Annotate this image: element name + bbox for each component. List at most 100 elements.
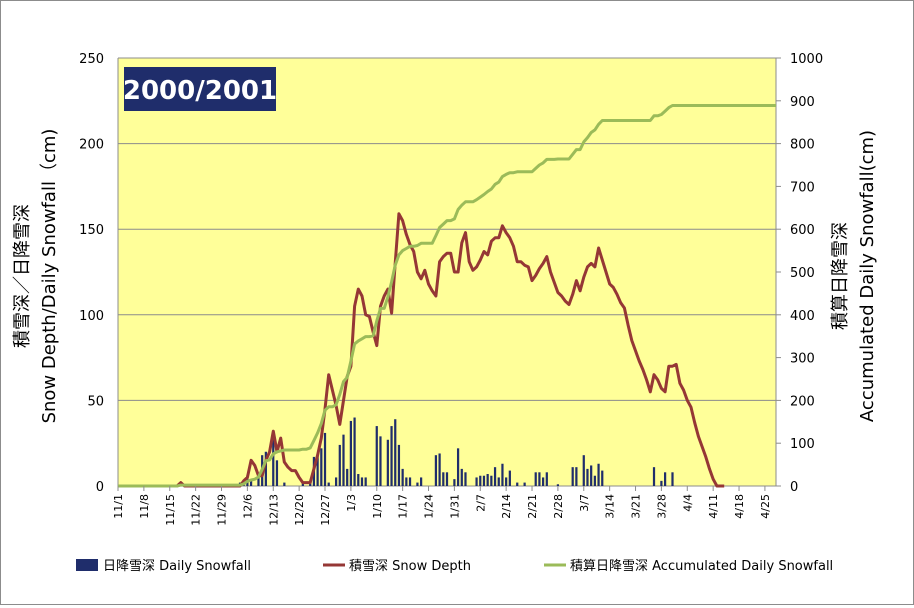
snowfall-bar	[320, 448, 323, 486]
x-tick-label: 11/8	[138, 494, 151, 519]
snowfall-bar	[538, 472, 541, 486]
snowfall-bar	[442, 472, 445, 486]
snowfall-bar	[364, 477, 367, 486]
snowfall-bar	[486, 474, 489, 486]
x-tick-label: 12/6	[241, 494, 254, 519]
snowfall-bar	[401, 468, 404, 486]
x-tick-label: 3/7	[578, 494, 591, 512]
snowfall-bar	[505, 477, 508, 486]
snowfall-bar	[575, 467, 578, 486]
snowfall-bar	[601, 470, 604, 486]
snowfall-bar	[301, 482, 304, 486]
x-tick-label: 3/28	[655, 494, 668, 519]
snowfall-bar	[379, 436, 382, 486]
snowfall-bar	[338, 444, 341, 486]
snowfall-bar	[353, 417, 356, 486]
right-tick-label: 100	[790, 437, 815, 452]
x-tick-label: 11/15	[164, 494, 177, 526]
snowfall-bar	[534, 472, 537, 486]
left-axis-ticks: 0 50 100 150 200 250	[79, 52, 104, 495]
snowfall-bar	[456, 448, 460, 486]
legend-label-daily-snowfall: 日降雪深 Daily Snowfall	[103, 559, 251, 574]
right-tick-label: 500	[790, 266, 815, 281]
snowfall-bar	[542, 477, 545, 486]
left-tick-label: 250	[79, 52, 104, 67]
snowfall-bar	[327, 482, 330, 486]
left-tick-label: 200	[79, 138, 104, 153]
right-tick-label: 300	[790, 352, 815, 367]
title-box	[124, 67, 276, 111]
snowfall-bar	[316, 455, 319, 486]
snowfall-bar	[571, 467, 574, 486]
x-tick-label: 1/24	[423, 494, 436, 519]
accumulated-snowfall-line	[118, 104, 776, 488]
snowfall-bar	[342, 434, 345, 486]
snowfall-bar	[408, 477, 412, 486]
x-tick-label: 2/14	[500, 494, 513, 519]
plot-area	[118, 58, 776, 486]
snowfall-bar	[501, 463, 504, 486]
snowfall-bar	[556, 484, 560, 486]
snowfall-bar	[357, 474, 360, 486]
snowfall-bar	[523, 482, 526, 486]
snowfall-bar	[597, 463, 600, 486]
snowfall-bar	[660, 480, 663, 486]
snowfall-bar	[460, 468, 463, 486]
snowfall-bar	[508, 470, 511, 486]
snowfall-bar	[346, 468, 349, 486]
snowfall-bar	[360, 477, 364, 486]
snowfall-bar	[593, 475, 596, 486]
snowfall-bar	[397, 444, 401, 486]
legend-swatch-daily-snowfall	[76, 559, 98, 571]
left-axis-label-line1: 積雪深／日降雪深	[12, 204, 33, 348]
x-tick-label: 12/27	[319, 494, 332, 526]
snowfall-bar	[349, 420, 352, 486]
snowfall-bar	[497, 477, 500, 486]
snowfall-bar	[386, 439, 389, 486]
snowfall-bar	[420, 477, 423, 486]
x-tick-label: 1/31	[448, 494, 461, 519]
x-axis-ticks: 11/1 11/8 11/15 11/22 11/29 12/6 12/13 12/20 12/…	[112, 486, 772, 526]
snowfall-bar	[283, 482, 286, 486]
x-tick-label: 2/7	[474, 494, 487, 512]
right-tick-label: 200	[790, 394, 815, 409]
right-tick-label: 700	[790, 180, 815, 195]
snow-depth-line	[118, 212, 725, 488]
x-tick-label: 1/3	[345, 494, 358, 512]
snowfall-bar	[475, 477, 478, 486]
snowfall-bar	[334, 477, 338, 486]
snowfall-bar	[490, 475, 493, 486]
right-tick-label: 600	[790, 223, 815, 238]
legend: 日降雪深 Daily Snowfall 積雪深 Snow Depth 積算日降雪…	[76, 559, 833, 574]
snowfall-bar	[416, 482, 419, 486]
x-tick-label: 4/11	[707, 494, 720, 519]
right-tick-label: 900	[790, 95, 815, 110]
snowfall-bar	[323, 432, 327, 486]
gridlines	[117, 57, 777, 487]
snowfall-bar	[272, 434, 275, 486]
left-tick-label: 100	[79, 309, 104, 324]
right-tick-label: 1000	[790, 52, 823, 67]
snowfall-bar	[394, 419, 397, 486]
left-tick-label: 50	[87, 394, 104, 409]
right-axis-label-line1: 積算日降雪深	[830, 222, 851, 330]
series-lines	[118, 104, 776, 488]
snowfall-bar	[390, 426, 393, 486]
x-tick-label: 1/17	[397, 494, 410, 519]
snowfall-bar	[586, 468, 589, 486]
x-tick-label: 12/20	[293, 494, 306, 526]
left-tick-label: 150	[79, 223, 104, 238]
snowfall-bar	[375, 426, 378, 486]
right-axis-ticks: 0 100 200 300 400 500 600 700 800 900 1000	[776, 52, 823, 495]
left-axis-label-line2: Snow Depth/Daily Snowfall（cm)	[39, 129, 60, 424]
x-tick-label: 1/10	[371, 494, 384, 519]
snowfall-bar	[275, 460, 279, 486]
x-tick-label: 11/1	[112, 494, 125, 519]
snowfall-bar	[652, 467, 656, 486]
snowfall-bar	[482, 475, 486, 486]
snowfall-bar	[590, 465, 593, 486]
x-tick-label: 12/13	[267, 494, 280, 526]
x-tick-label: 11/22	[190, 494, 203, 526]
x-tick-label: 3/14	[604, 494, 617, 519]
